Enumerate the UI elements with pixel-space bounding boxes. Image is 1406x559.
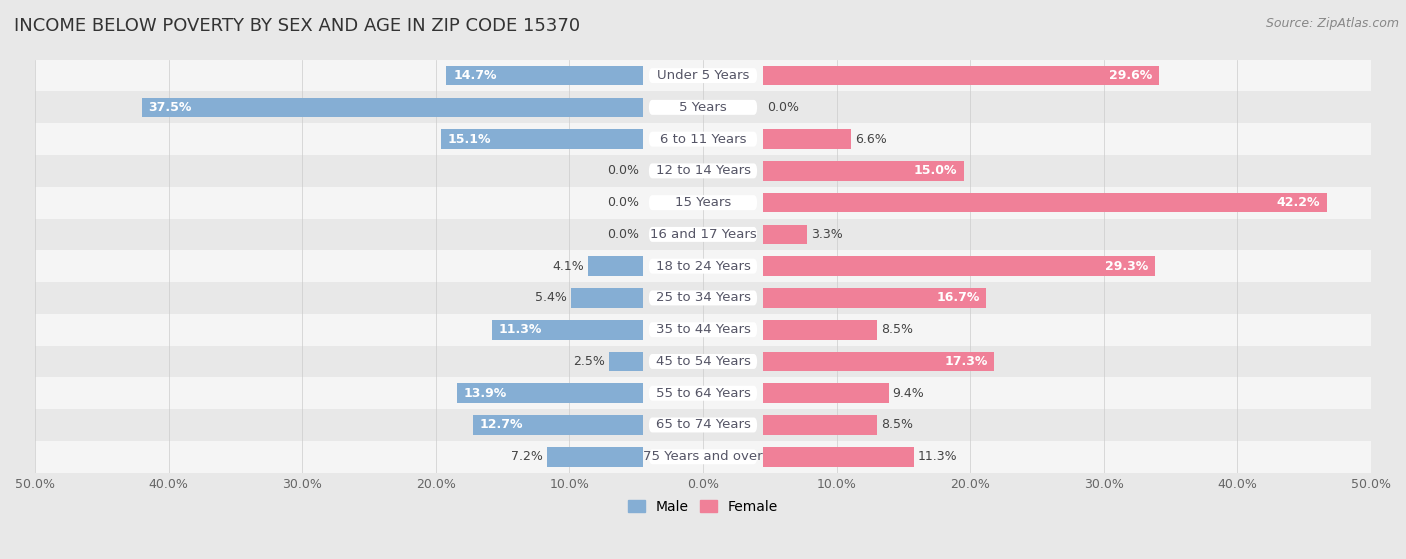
Text: 14.7%: 14.7% bbox=[453, 69, 496, 82]
Bar bbox=[547, 447, 643, 467]
Text: INCOME BELOW POVERTY BY SEX AND AGE IN ZIP CODE 15370: INCOME BELOW POVERTY BY SEX AND AGE IN Z… bbox=[14, 17, 581, 35]
Bar bbox=[763, 383, 889, 403]
Bar bbox=[763, 257, 1154, 276]
Bar bbox=[35, 219, 1371, 250]
Bar bbox=[35, 60, 1371, 92]
Bar bbox=[571, 288, 643, 308]
Bar bbox=[35, 282, 1371, 314]
Bar bbox=[35, 187, 1371, 219]
Bar bbox=[763, 129, 851, 149]
FancyBboxPatch shape bbox=[650, 227, 756, 242]
Text: Under 5 Years: Under 5 Years bbox=[657, 69, 749, 82]
Text: 15.0%: 15.0% bbox=[914, 164, 957, 177]
Text: 2.5%: 2.5% bbox=[574, 355, 606, 368]
Text: 18 to 24 Years: 18 to 24 Years bbox=[655, 260, 751, 273]
Bar bbox=[441, 129, 643, 149]
Text: 15 Years: 15 Years bbox=[675, 196, 731, 209]
Text: 55 to 64 Years: 55 to 64 Years bbox=[655, 387, 751, 400]
Bar bbox=[35, 92, 1371, 123]
FancyBboxPatch shape bbox=[650, 291, 756, 305]
Text: 11.3%: 11.3% bbox=[499, 323, 541, 336]
Text: 29.3%: 29.3% bbox=[1105, 260, 1147, 273]
Bar bbox=[35, 155, 1371, 187]
Text: 17.3%: 17.3% bbox=[945, 355, 987, 368]
Text: 11.3%: 11.3% bbox=[918, 450, 957, 463]
Text: 16 and 17 Years: 16 and 17 Years bbox=[650, 228, 756, 241]
FancyBboxPatch shape bbox=[650, 131, 756, 146]
Bar bbox=[35, 441, 1371, 472]
Text: 29.6%: 29.6% bbox=[1109, 69, 1152, 82]
Bar bbox=[35, 377, 1371, 409]
Text: 75 Years and over: 75 Years and over bbox=[643, 450, 763, 463]
Text: 45 to 54 Years: 45 to 54 Years bbox=[655, 355, 751, 368]
Text: 16.7%: 16.7% bbox=[936, 291, 980, 305]
Text: 0.0%: 0.0% bbox=[607, 196, 638, 209]
Bar bbox=[447, 66, 643, 86]
Text: 25 to 34 Years: 25 to 34 Years bbox=[655, 291, 751, 305]
Text: 13.9%: 13.9% bbox=[464, 387, 508, 400]
Bar bbox=[457, 383, 643, 403]
Bar bbox=[763, 66, 1159, 86]
Legend: Male, Female: Male, Female bbox=[623, 494, 783, 519]
Text: 12 to 14 Years: 12 to 14 Years bbox=[655, 164, 751, 177]
Bar bbox=[492, 320, 643, 339]
Bar bbox=[474, 415, 643, 435]
FancyBboxPatch shape bbox=[650, 259, 756, 274]
FancyBboxPatch shape bbox=[650, 195, 756, 210]
FancyBboxPatch shape bbox=[650, 386, 756, 401]
FancyBboxPatch shape bbox=[650, 354, 756, 369]
Bar bbox=[35, 314, 1371, 345]
Bar bbox=[763, 193, 1327, 212]
Text: 65 to 74 Years: 65 to 74 Years bbox=[655, 419, 751, 432]
Text: 42.2%: 42.2% bbox=[1277, 196, 1320, 209]
FancyBboxPatch shape bbox=[650, 163, 756, 178]
Text: 6.6%: 6.6% bbox=[855, 132, 887, 146]
Text: 7.2%: 7.2% bbox=[510, 450, 543, 463]
FancyBboxPatch shape bbox=[650, 418, 756, 433]
Bar bbox=[35, 345, 1371, 377]
Text: 37.5%: 37.5% bbox=[149, 101, 193, 114]
Text: 8.5%: 8.5% bbox=[880, 419, 912, 432]
Bar bbox=[763, 415, 877, 435]
FancyBboxPatch shape bbox=[650, 68, 756, 83]
FancyBboxPatch shape bbox=[650, 322, 756, 337]
Bar bbox=[142, 97, 643, 117]
Bar bbox=[588, 257, 643, 276]
Text: 0.0%: 0.0% bbox=[768, 101, 799, 114]
Text: 6 to 11 Years: 6 to 11 Years bbox=[659, 132, 747, 146]
Bar bbox=[763, 161, 963, 181]
Bar bbox=[763, 447, 914, 467]
Text: 12.7%: 12.7% bbox=[479, 419, 523, 432]
Text: Source: ZipAtlas.com: Source: ZipAtlas.com bbox=[1265, 17, 1399, 30]
Text: 8.5%: 8.5% bbox=[880, 323, 912, 336]
FancyBboxPatch shape bbox=[650, 100, 756, 115]
Bar bbox=[763, 288, 986, 308]
Text: 5 Years: 5 Years bbox=[679, 101, 727, 114]
Text: 3.3%: 3.3% bbox=[811, 228, 844, 241]
Text: 0.0%: 0.0% bbox=[607, 228, 638, 241]
Text: 9.4%: 9.4% bbox=[893, 387, 925, 400]
Bar bbox=[35, 123, 1371, 155]
Bar bbox=[35, 409, 1371, 441]
FancyBboxPatch shape bbox=[650, 449, 756, 464]
Text: 0.0%: 0.0% bbox=[607, 164, 638, 177]
Text: 15.1%: 15.1% bbox=[449, 132, 491, 146]
Bar bbox=[763, 320, 877, 339]
Text: 5.4%: 5.4% bbox=[534, 291, 567, 305]
Text: 35 to 44 Years: 35 to 44 Years bbox=[655, 323, 751, 336]
Bar bbox=[763, 225, 807, 244]
Bar bbox=[35, 250, 1371, 282]
Text: 4.1%: 4.1% bbox=[553, 260, 583, 273]
Bar bbox=[609, 352, 643, 371]
Bar bbox=[763, 352, 994, 371]
